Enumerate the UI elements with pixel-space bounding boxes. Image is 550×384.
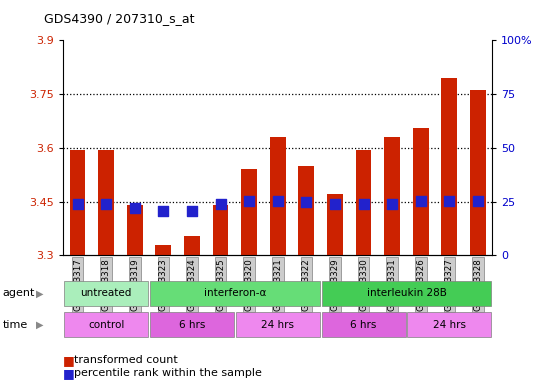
Bar	[408, 313, 491, 337]
Bar	[213, 205, 228, 255]
Text: ■: ■	[63, 367, 75, 380]
Bar	[70, 150, 85, 255]
Point	[331, 201, 339, 207]
Text: interferon-α: interferon-α	[204, 288, 266, 298]
Bar	[64, 313, 148, 337]
Text: transformed count: transformed count	[74, 355, 178, 365]
Point	[445, 198, 454, 204]
Point	[245, 198, 254, 204]
Text: untreated: untreated	[80, 288, 132, 298]
Bar	[356, 150, 371, 255]
Bar	[442, 78, 457, 255]
Text: 24 hrs: 24 hrs	[433, 320, 466, 330]
Bar	[470, 91, 486, 255]
Bar	[413, 128, 428, 255]
Point	[73, 201, 82, 207]
Bar	[150, 281, 320, 306]
Text: 6 hrs: 6 hrs	[179, 320, 205, 330]
Point	[302, 199, 311, 205]
Text: interleukin 28B: interleukin 28B	[366, 288, 447, 298]
Point	[216, 201, 225, 207]
Bar	[156, 245, 171, 255]
Point	[273, 198, 282, 204]
Bar	[236, 313, 320, 337]
Text: ▶: ▶	[36, 320, 43, 330]
Bar	[184, 236, 200, 255]
Point	[188, 207, 196, 214]
Bar	[270, 137, 285, 255]
Bar	[299, 166, 314, 255]
Point	[416, 198, 425, 204]
Text: agent: agent	[3, 288, 35, 298]
Point	[388, 201, 397, 207]
Bar	[322, 313, 405, 337]
Bar	[322, 281, 491, 306]
Text: ▶: ▶	[36, 288, 43, 298]
Bar	[327, 194, 343, 255]
Point	[359, 201, 368, 207]
Bar	[64, 281, 148, 306]
Text: control: control	[88, 320, 124, 330]
Point	[159, 207, 168, 214]
Text: GDS4390 / 207310_s_at: GDS4390 / 207310_s_at	[44, 12, 195, 25]
Bar	[98, 150, 114, 255]
Text: 6 hrs: 6 hrs	[350, 320, 377, 330]
Point	[102, 201, 111, 207]
Bar	[384, 137, 400, 255]
Point	[474, 198, 482, 204]
Text: time: time	[3, 320, 28, 330]
Point	[130, 205, 139, 211]
Text: ■: ■	[63, 354, 75, 367]
Text: 24 hrs: 24 hrs	[261, 320, 294, 330]
Bar	[127, 205, 142, 255]
Bar	[150, 313, 234, 337]
Text: percentile rank within the sample: percentile rank within the sample	[74, 368, 262, 378]
Bar	[241, 169, 257, 255]
